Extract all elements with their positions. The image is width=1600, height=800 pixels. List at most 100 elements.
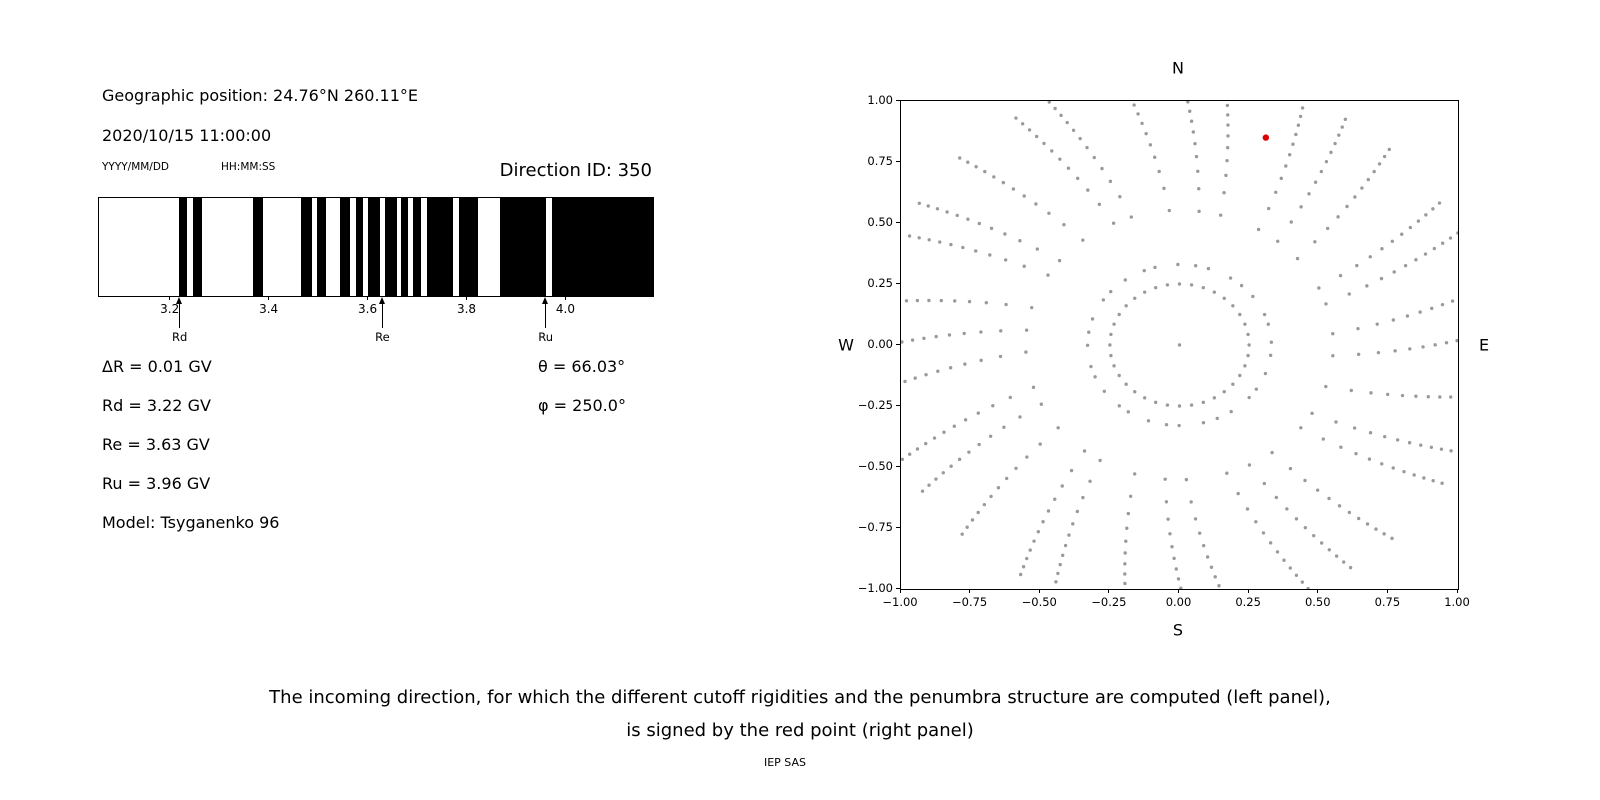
direction-grid-dot <box>1300 580 1305 584</box>
penumbra-forbidden-band <box>340 198 350 296</box>
penumbra-x-tick-label: 4.0 <box>555 302 575 316</box>
phi-text: φ = 250.0° <box>538 396 626 415</box>
direction-grid-dot <box>1222 390 1226 394</box>
direction-grid-dot <box>1284 164 1288 168</box>
selected-direction-red-point <box>1262 134 1270 141</box>
direction-grid-dot <box>1081 495 1085 500</box>
direction-grid-dot <box>1082 449 1087 453</box>
direction-grid-dot <box>983 169 987 174</box>
direction-grid-dot <box>1034 134 1039 139</box>
direction-scatter-plot <box>900 100 1459 590</box>
direction-grid-dot <box>1440 241 1445 245</box>
credit-text: IEP SAS <box>763 756 807 769</box>
direction-grid-dot <box>1307 192 1311 196</box>
scatter-y-tick-label: −0.50 <box>857 459 893 473</box>
direction-grid-dot <box>984 301 989 305</box>
direction-grid-dot <box>1097 202 1102 207</box>
direction-grid-dot <box>982 502 987 507</box>
direction-grid-dot <box>1380 462 1384 466</box>
scatter-y-tick-label: −0.75 <box>857 520 893 534</box>
scatter-y-tick-label: 0.00 <box>867 337 893 351</box>
direction-grid-dot <box>1379 276 1384 281</box>
direction-grid-dot <box>958 156 962 160</box>
direction-grid-dot <box>1347 292 1351 296</box>
direction-grid-dot <box>1144 131 1148 136</box>
direction-grid-dot <box>1268 541 1273 545</box>
direction-grid-dot <box>1162 186 1166 191</box>
scatter-x-tick-label: 0.00 <box>1165 595 1192 609</box>
direction-grid-dot <box>907 452 912 456</box>
direction-grid-dot <box>1224 173 1228 178</box>
direction-grid-dot <box>1338 273 1343 278</box>
direction-grid-dot <box>1129 215 1134 219</box>
direction-grid-dot <box>1294 573 1299 577</box>
scatter-x-axis-ticks: −1.00 −0.75 −0.50 −0.25 0.00 0.25 0.50 0.75 1.00 <box>882 589 1470 615</box>
up-arrow-icon <box>176 297 183 304</box>
direction-grid-dot <box>1189 119 1194 123</box>
direction-grid-dot <box>1054 580 1058 584</box>
direction-grid-dot <box>1246 353 1250 358</box>
direction-grid-dot <box>1408 347 1412 351</box>
direction-grid-dot <box>1038 442 1042 446</box>
direction-grid-dot <box>1152 155 1157 159</box>
direction-grid-dot <box>999 329 1003 333</box>
direction-grid-dot <box>927 238 931 242</box>
direction-grid-dot <box>1025 556 1029 561</box>
direction-grid-dot <box>1050 149 1054 153</box>
direction-grid-dot <box>977 442 981 447</box>
direction-grid-dot <box>1448 236 1453 240</box>
direction-grid-dot <box>1088 479 1092 483</box>
direction-grid-dot <box>1365 284 1369 288</box>
penumbra-forbidden-band <box>193 198 202 296</box>
direction-grid-dot <box>1247 395 1251 400</box>
direction-grid-dot <box>1197 186 1201 191</box>
direction-grid-dot <box>1299 426 1303 430</box>
penumbra-marker-label: Ru <box>538 330 554 344</box>
direction-grid-dot <box>1109 353 1113 358</box>
direction-grid-dot <box>1294 517 1299 521</box>
up-arrow-icon <box>542 297 549 304</box>
penumbra-forbidden-band <box>400 198 408 296</box>
direction-grid-dot <box>1439 447 1444 451</box>
direction-grid-dot <box>1087 330 1091 334</box>
direction-grid-dot <box>1225 145 1230 150</box>
arrow-shaft <box>381 303 383 328</box>
direction-grid-dot <box>974 249 978 253</box>
direction-grid-dot <box>1295 256 1300 261</box>
direction-grid-dot <box>1142 290 1147 294</box>
direction-grid-dot <box>1177 343 1182 347</box>
scatter-y-tick-label: −0.25 <box>857 398 893 412</box>
direction-grid-dot <box>962 331 966 336</box>
direction-grid-dot <box>1432 246 1437 251</box>
direction-grid-dot <box>1066 166 1071 170</box>
direction-grid-dot <box>1177 282 1182 286</box>
direction-grid-dot <box>1222 191 1226 195</box>
direction-id-text: Direction ID: 350 <box>499 160 652 181</box>
direction-grid-dot <box>1324 159 1329 164</box>
direction-grid-dot <box>1100 166 1104 171</box>
direction-grid-dot <box>963 418 968 422</box>
direction-grid-dot <box>927 298 931 303</box>
scatter-x-tick-label: −1.00 <box>882 595 918 609</box>
direction-grid-dot <box>1392 270 1396 274</box>
direction-grid-dot <box>1062 223 1066 227</box>
direction-grid-dot <box>1254 520 1258 524</box>
direction-grid-dot <box>1426 395 1430 399</box>
direction-grid-dot <box>960 532 964 536</box>
direction-grid-dot <box>1334 420 1338 424</box>
direction-grid-dot <box>1321 437 1325 441</box>
direction-grid-dot <box>991 404 995 408</box>
direction-grid-dot <box>1317 286 1321 290</box>
direction-grid-dot <box>1132 472 1137 476</box>
direction-grid-dot <box>1123 581 1127 586</box>
direction-grid-dot <box>1215 416 1219 421</box>
direction-grid-dot <box>1393 349 1397 353</box>
direction-grid-dot <box>1167 208 1171 213</box>
direction-grid-dot <box>1189 283 1194 287</box>
direction-grid-dot <box>1247 463 1252 467</box>
direction-grid-dot <box>1325 226 1330 231</box>
direction-grid-dot <box>1407 441 1412 445</box>
penumbra-x-tick-label: 3.6 <box>358 302 378 316</box>
direction-grid-dot <box>1092 155 1096 160</box>
direction-grid-dot <box>1179 586 1183 589</box>
